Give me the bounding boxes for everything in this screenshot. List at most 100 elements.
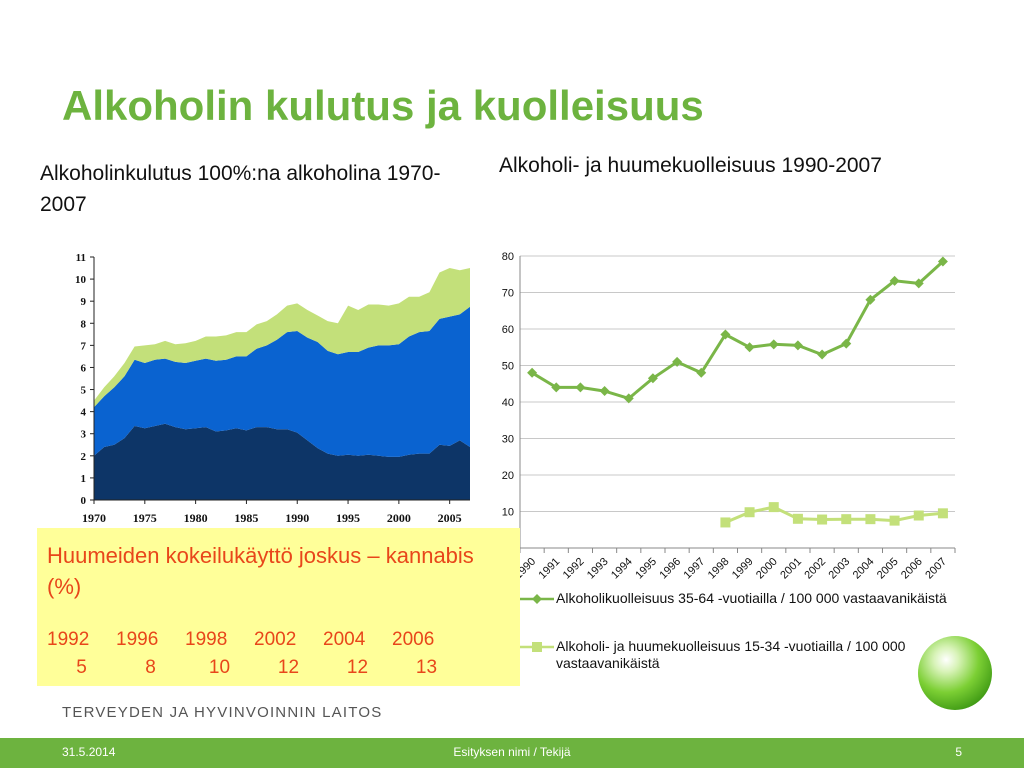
thl-logo-orb-icon: [918, 636, 992, 710]
line-y-tick-label: 70: [502, 288, 514, 300]
area-y-tick-label: 1: [81, 473, 87, 485]
series-2-point: [768, 502, 779, 513]
thl-brand-text: TERVEYDEN JA HYVINVOINNIN LAITOS: [62, 704, 383, 721]
area-y-tick-label: 0: [81, 495, 87, 507]
line-x-tick-label: 1992: [561, 556, 587, 582]
series-1-point: [768, 339, 779, 350]
legend-label-alcohol-drug-mortality: Alkoholi- ja huumekuolleisuus 15-34 -vuo…: [556, 638, 906, 671]
line-x-tick-label: 2002: [802, 556, 828, 582]
left-chart-subtitle: Alkoholinkulutus 100%:na alkoholina 1970…: [40, 162, 441, 216]
area-series-2: [94, 306, 470, 457]
area-x-tick-label: 1980: [184, 511, 208, 525]
legend-diamond-marker: [520, 594, 554, 604]
area-y-tick-label: 2: [81, 451, 87, 463]
area-y-tick-label: 5: [81, 385, 87, 397]
area-x-tick-label: 1995: [336, 511, 360, 525]
line-x-tick-label: 2001: [778, 556, 804, 582]
series-1-point: [575, 382, 586, 393]
area-x-tick-label: 1975: [133, 511, 157, 525]
area-y-tick-label: 4: [81, 407, 87, 419]
cannabis-values-row: 5 8 10 12 12 13: [47, 657, 461, 679]
line-x-tick-label: 1996: [657, 556, 683, 582]
cannabis-year-2004: 2004: [323, 629, 366, 650]
area-y-tick-label: 3: [81, 429, 87, 441]
line-x-tick-label: 1993: [585, 556, 611, 582]
series-1-point: [792, 340, 803, 351]
line-y-tick-label: 60: [502, 324, 514, 336]
line-x-tick-label: 2007: [923, 556, 949, 582]
series-2-point: [792, 513, 803, 524]
series-1-point: [672, 356, 683, 367]
series-1-point: [865, 294, 876, 305]
series-1-point: [527, 367, 538, 378]
line-x-tick-label: 2006: [899, 556, 925, 582]
footer-bar: Esityksen nimi / Tekijä 31.5.2014 5: [0, 738, 1024, 768]
area-x-tick-label: 1970: [82, 511, 106, 525]
series-1-point: [841, 338, 852, 349]
line-x-tick-label: 2003: [827, 556, 853, 582]
line-x-tick-label: 1995: [633, 556, 659, 582]
area-y-tick-label: 8: [81, 318, 87, 330]
line-series-2: [724, 505, 944, 524]
line-y-tick-label: 40: [502, 397, 514, 409]
legend-square-marker: [520, 642, 554, 652]
area-y-tick-label: 6: [81, 362, 87, 374]
line-y-tick-label: 20: [502, 470, 514, 482]
line-x-tick-label: 1994: [609, 556, 635, 582]
area-series-3: [94, 268, 470, 408]
area-x-tick-label: 2005: [438, 511, 462, 525]
line-x-tick-label: 1999: [730, 556, 756, 582]
series-2-point: [744, 507, 755, 518]
line-x-tick-label: 1998: [706, 556, 732, 582]
series-1-point: [817, 349, 828, 360]
series-2-point: [865, 514, 876, 525]
cannabis-value-1996: 8: [145, 657, 156, 678]
series-2-point: [841, 514, 852, 525]
series-1-point: [623, 393, 634, 404]
line-x-tick-label: 2004: [851, 556, 877, 582]
area-x-tick-label: 1990: [285, 511, 309, 525]
line-x-tick-label: 1991: [537, 556, 563, 582]
area-x-tick-label: 1985: [234, 511, 258, 525]
cannabis-box-title: Huumeiden kokeilukäyttö joskus – kannabi…: [47, 543, 474, 599]
cannabis-year-2006: 2006: [392, 629, 435, 650]
cannabis-value-2002: 12: [277, 657, 300, 678]
line-series-1: [531, 260, 944, 401]
cannabis-info-box: Huumeiden kokeilukäyttö joskus – kannabi…: [37, 528, 520, 686]
line-y-tick-label: 80: [502, 251, 514, 263]
series-1-point: [551, 382, 562, 393]
footer-date: 31.5.2014: [62, 745, 116, 759]
footer-presentation-name: Esityksen nimi / Tekijä: [453, 745, 571, 759]
cannabis-value-2006: 13: [415, 657, 438, 678]
series-1-point: [889, 275, 900, 286]
cannabis-year-1998: 1998: [185, 629, 228, 650]
series-1-point: [937, 256, 948, 267]
footer-page-number: 5: [955, 745, 962, 759]
line-y-tick-label: 10: [502, 507, 514, 519]
cannabis-year-1996: 1996: [116, 629, 159, 650]
area-y-tick-label: 10: [75, 274, 87, 286]
cannabis-value-1992: 5: [76, 657, 87, 678]
series-2-point: [720, 517, 731, 528]
series-2-point: [937, 508, 948, 519]
area-series-1: [94, 423, 470, 500]
line-x-tick-label: 1997: [682, 556, 708, 582]
series-1-point: [913, 278, 924, 289]
right-chart-subtitle: Alkoholi- ja huumekuolleisuus 1990-2007: [499, 154, 882, 177]
line-y-tick-label: 30: [502, 434, 514, 446]
series-1-point: [696, 367, 707, 378]
area-y-tick-label: 9: [81, 296, 87, 308]
series-2-point: [817, 514, 828, 525]
series-2-point: [913, 510, 924, 521]
area-y-tick-label: 11: [76, 252, 86, 264]
series-1-point: [647, 373, 658, 384]
cannabis-year-2002: 2002: [254, 629, 297, 650]
line-x-tick-label: 2005: [875, 556, 901, 582]
cannabis-value-1998: 10: [208, 657, 231, 678]
cannabis-year-1992: 1992: [47, 629, 90, 650]
cannabis-value-2004: 12: [346, 657, 369, 678]
series-1-point: [720, 329, 731, 340]
line-y-tick-label: 50: [502, 361, 514, 373]
